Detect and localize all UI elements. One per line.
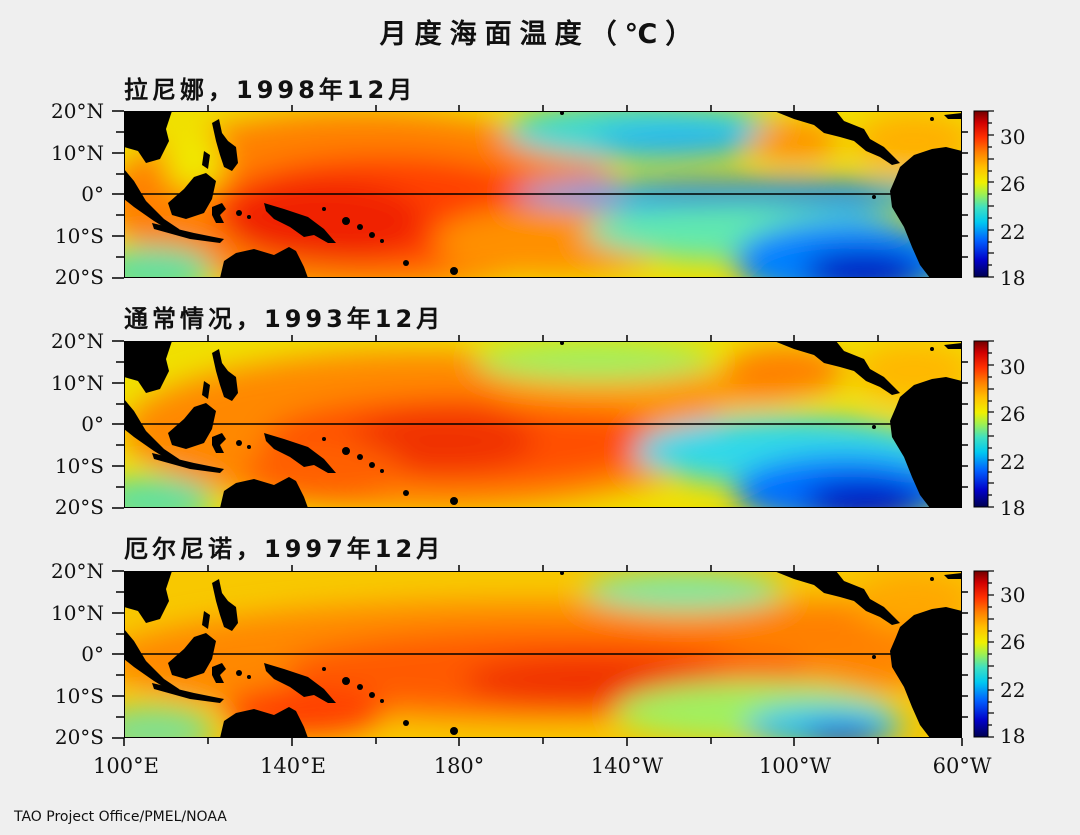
colorbar-tick-26: 26 <box>1000 630 1026 654</box>
y-tick-10n: 10°N <box>51 601 104 625</box>
x-tick-140e: 140°E <box>260 754 326 778</box>
colorbar-la-nina <box>973 110 994 278</box>
colorbar-normal <box>973 340 994 508</box>
colorbar-tick-26: 26 <box>1000 172 1026 196</box>
colorbar-tick-30: 30 <box>1000 125 1026 149</box>
y-tick-20n: 20°N <box>51 559 104 583</box>
x-tick-100e: 100°E <box>93 754 159 778</box>
y-tick-10s: 10°S <box>54 454 104 478</box>
source-credit: TAO Project Office/PMEL/NOAA <box>14 809 227 825</box>
sst-map-la-nina <box>124 111 962 278</box>
y-tick-20n: 20°N <box>51 329 104 353</box>
axis-ticks <box>112 105 968 746</box>
colorbar-tick-30: 30 <box>1000 355 1026 379</box>
sst-map-el-nino <box>124 571 962 738</box>
colorbar-tick-30: 30 <box>1000 583 1026 607</box>
panel-title-la-nina: 拉尼娜，1998年12月 <box>124 76 417 104</box>
y-tick-10s: 10°S <box>54 224 104 248</box>
colorbar-tick-18: 18 <box>1000 266 1026 290</box>
colorbar-tick-18: 18 <box>1000 496 1026 520</box>
colorbar-tick-18: 18 <box>1000 724 1026 748</box>
x-tick-100w: 100°W <box>758 754 832 778</box>
y-tick-10n: 10°N <box>51 141 104 165</box>
y-tick-0: 0° <box>81 182 104 206</box>
chart-title: 月度海面温度（℃） <box>379 19 701 50</box>
y-tick-0: 0° <box>81 412 104 436</box>
x-tick-60w: 60°W <box>932 754 992 778</box>
y-tick-10s: 10°S <box>54 684 104 708</box>
y-tick-10n: 10°N <box>51 371 104 395</box>
colorbar-tick-22: 22 <box>1000 220 1026 244</box>
y-tick-20s: 20°S <box>54 265 104 289</box>
x-tick-180: 180° <box>433 754 485 778</box>
y-tick-0: 0° <box>81 642 104 666</box>
colorbar-tick-22: 22 <box>1000 450 1026 474</box>
y-tick-20s: 20°S <box>54 725 104 749</box>
colorbar-el-nino <box>973 570 994 738</box>
y-tick-20s: 20°S <box>54 495 104 519</box>
sst-map-normal <box>124 341 962 508</box>
x-tick-140w: 140°W <box>590 754 664 778</box>
y-tick-20n: 20°N <box>51 99 104 123</box>
colorbar-tick-26: 26 <box>1000 402 1026 426</box>
panel-title-el-nino: 厄尔尼诺，1997年12月 <box>124 535 445 563</box>
colorbar-tick-22: 22 <box>1000 678 1026 702</box>
panel-title-normal: 通常情况，1993年12月 <box>124 305 445 333</box>
